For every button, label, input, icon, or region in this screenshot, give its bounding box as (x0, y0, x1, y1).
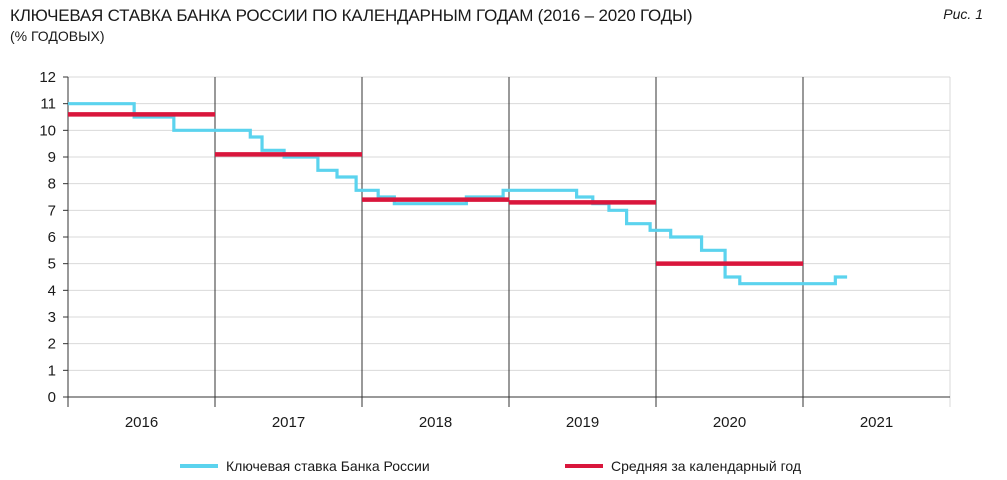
legend-item-key-rate: Ключевая ставка Банка России (180, 456, 430, 476)
x-tick-label-2021: 2021 (860, 414, 893, 431)
year-dividers (214, 77, 951, 407)
y-tick-label-12: 12 (39, 69, 56, 86)
legend-swatch-key-rate (180, 464, 218, 468)
x-tick-labels: 2016 2017 2018 2019 2020 2021 (125, 414, 893, 431)
legend-label-annual-average: Средняя за календарный год (611, 458, 802, 474)
y-tick-label-4: 4 (48, 282, 56, 299)
y-tick-label-0: 0 (48, 389, 56, 406)
y-tick-label-3: 3 (48, 309, 56, 326)
y-tick-label-9: 9 (48, 149, 56, 166)
x-tick-label-2020: 2020 (713, 414, 746, 431)
y-tick-label-2: 2 (48, 336, 56, 353)
y-tick-label-10: 10 (39, 122, 56, 139)
legend-label-key-rate: Ключевая ставка Банка России (226, 458, 430, 474)
chart-subtitle: (% ГОДОВЫХ) (10, 28, 105, 44)
y-tick-label-11: 11 (40, 96, 56, 113)
y-tick-label-8: 8 (48, 176, 56, 193)
x-tick-label-2019: 2019 (566, 414, 599, 431)
legend-swatch-annual-average (565, 464, 603, 468)
chart-title: КЛЮЧЕВАЯ СТАВКА БАНКА РОССИИ ПО КАЛЕНДАР… (10, 6, 693, 25)
y-tick-label-6: 6 (48, 229, 56, 246)
axes (63, 76, 950, 407)
x-tick-label-2016: 2016 (125, 414, 158, 431)
x-tick-label-2017: 2017 (272, 414, 305, 431)
y-tick-label-1: 1 (48, 362, 56, 379)
figure-label: Рис. 1 (943, 6, 983, 22)
series (68, 102, 848, 286)
legend-item-annual-average: Средняя за календарный год (565, 456, 801, 476)
y-tick-label-7: 7 (48, 202, 56, 219)
series-line-key-rate (68, 102, 848, 286)
x-tick-label-2018: 2018 (419, 414, 452, 431)
y-tick-label-5: 5 (48, 256, 56, 273)
